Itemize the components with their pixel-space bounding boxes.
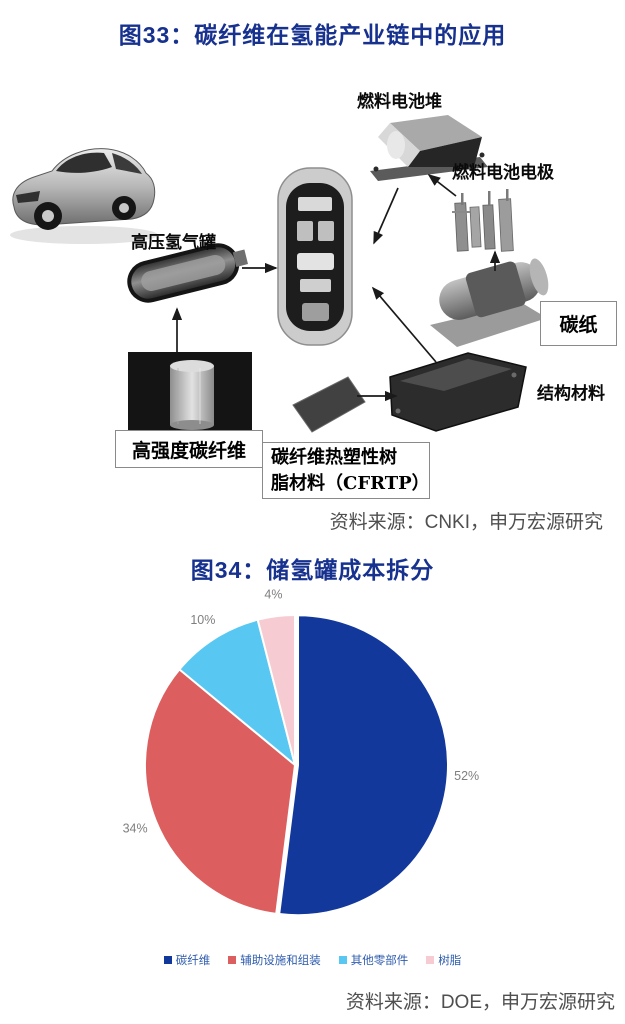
arrow-stack-to-car — [373, 187, 399, 245]
label-structural-material: 结构材料 — [537, 384, 605, 404]
pie-value-label: 4% — [264, 587, 282, 601]
pie-slice-辅助设施和组装 — [144, 668, 296, 915]
legend-label: 辅助设施和组装 — [240, 955, 321, 967]
legend-item-辅助设施和组装: 辅助设施和组装 — [228, 952, 321, 968]
legend-item-树脂: 树脂 — [426, 952, 461, 968]
car-photo — [10, 148, 158, 244]
label-box-cfrtp: 碳纤维热塑性树 脂材料（CFRTP） — [262, 442, 430, 499]
label-fuel-cell-stack: 燃料电池堆 — [357, 92, 442, 112]
label-box-high-strength-cf: 高强度碳纤维 — [115, 430, 263, 468]
cfrtp-line2: 脂材料（CFRTP） — [271, 472, 430, 494]
figure33-diagram-svg — [10, 115, 549, 433]
figure33-title: 图33：碳纤维在氢能产业链中的应用 — [118, 22, 507, 48]
figure34-source: 资料来源：DOE，申万宏源研究 — [345, 992, 615, 1013]
pie-value-label: 10% — [190, 613, 215, 627]
legend-marker — [338, 956, 347, 964]
legend-item-碳纤维: 碳纤维 — [163, 952, 211, 968]
carbon-fiber-spool-photo — [128, 352, 252, 432]
label-high-pressure-tank: 高压氢气罐 — [131, 233, 216, 253]
arrow-structural-to-car — [371, 286, 437, 363]
legend-item-其他零部件: 其他零部件 — [338, 952, 409, 968]
pie-value-label: 34% — [123, 821, 148, 835]
cfrtp-sheet-photo — [292, 376, 366, 433]
legend-marker — [426, 956, 435, 964]
pie-slice-树脂 — [256, 614, 296, 766]
legend-marker — [228, 956, 237, 964]
fuel-cell-electrode-photo — [452, 189, 514, 252]
legend-label: 其他零部件 — [350, 955, 409, 967]
car-top-view-photo — [277, 167, 353, 346]
legend-label: 树脂 — [438, 955, 462, 967]
pie-slice-碳纤维 — [278, 614, 449, 917]
structural-material-photo — [389, 352, 527, 432]
legend-label: 碳纤维 — [175, 955, 211, 967]
label-box-carbon-paper: 碳纸 — [540, 301, 617, 346]
carbon-paper-roll-photo — [430, 258, 549, 347]
figure33-source: 资料来源：CNKI，申万宏源研究 — [329, 512, 603, 533]
label-fuel-cell-electrode: 燃料电池电极 — [452, 163, 554, 183]
legend-marker — [163, 956, 172, 964]
fuel-cell-stack-photo — [370, 115, 488, 181]
pie-value-label: 52% — [454, 769, 479, 783]
diagram-arrows — [171, 173, 501, 402]
pie-legend: 碳纤维 辅助设施和组装 其他零部件 树脂 — [0, 952, 625, 968]
pie-chart: 52% 34% 10% 4% — [123, 587, 479, 917]
cfrtp-line1: 碳纤维热塑性树 — [271, 446, 397, 468]
hydrogen-tank-photo — [127, 243, 249, 303]
figure33-diagram: 燃料电池堆 燃料电池电极 高压氢气罐 碳纸 结构材料 高强度碳纤维 碳纤维热塑性… — [0, 75, 625, 505]
arrow-electrode-to-stack — [427, 173, 457, 197]
figure34-title: 图34：储氢罐成本拆分 — [190, 557, 435, 583]
